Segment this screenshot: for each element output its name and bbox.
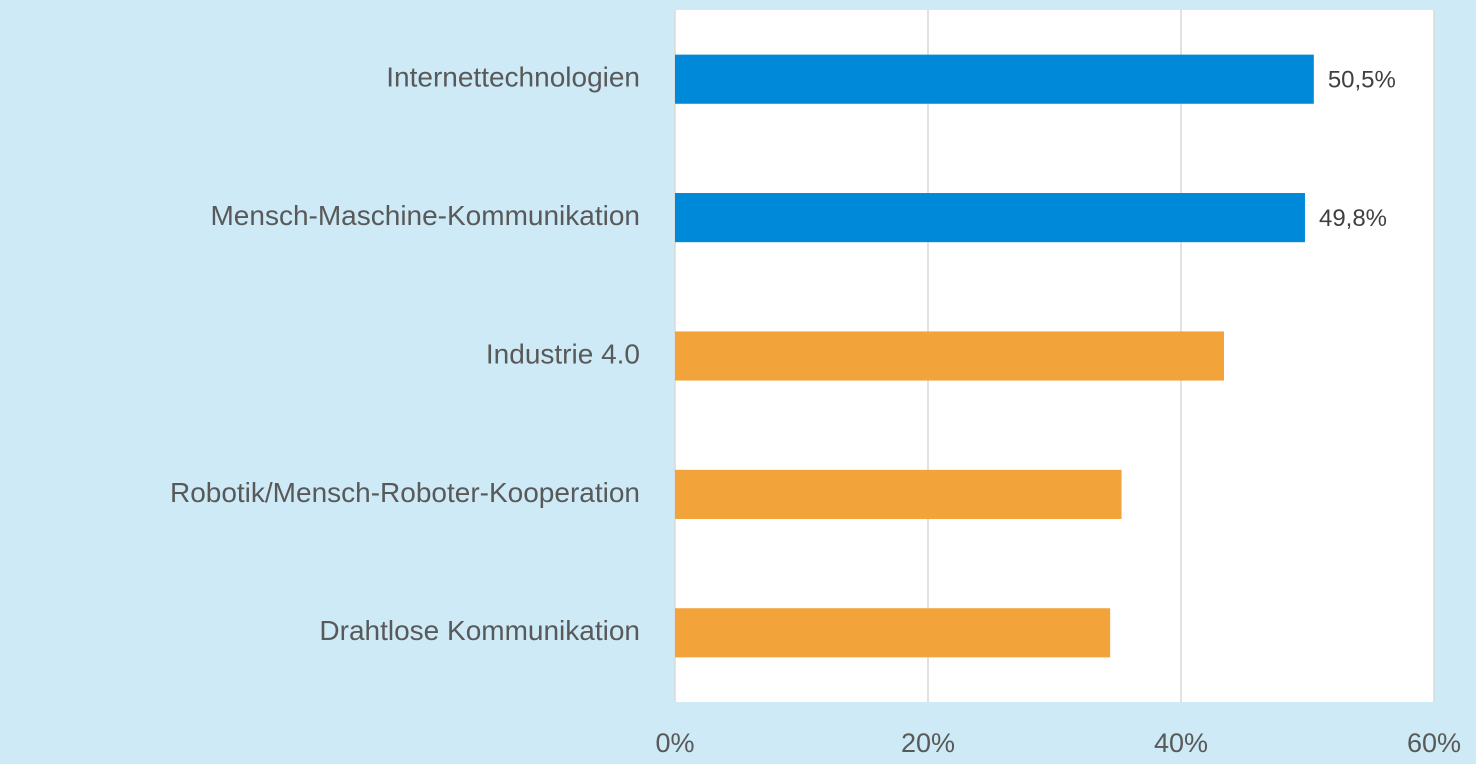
data-label: 49,8%	[1319, 205, 1387, 232]
bar	[675, 193, 1305, 243]
bar	[675, 469, 1122, 519]
x-tick-label: 60%	[1407, 728, 1461, 758]
x-tick-label: 40%	[1154, 728, 1208, 758]
y-tick-label: Industrie 4.0	[486, 338, 640, 369]
bar	[675, 54, 1314, 104]
data-label: 50,5%	[1328, 67, 1396, 94]
bar	[675, 331, 1225, 381]
y-tick-label: Internettechnologien	[386, 62, 640, 93]
y-tick-label: Drahtlose Kommunikation	[319, 615, 640, 646]
x-tick-label: 0%	[655, 728, 694, 758]
bar	[675, 608, 1111, 658]
y-tick-label: Mensch-Maschine-Kommunikation	[210, 200, 640, 231]
x-tick-label: 20%	[901, 728, 955, 758]
y-tick-label: Robotik/Mensch-Roboter-Kooperation	[170, 477, 640, 508]
